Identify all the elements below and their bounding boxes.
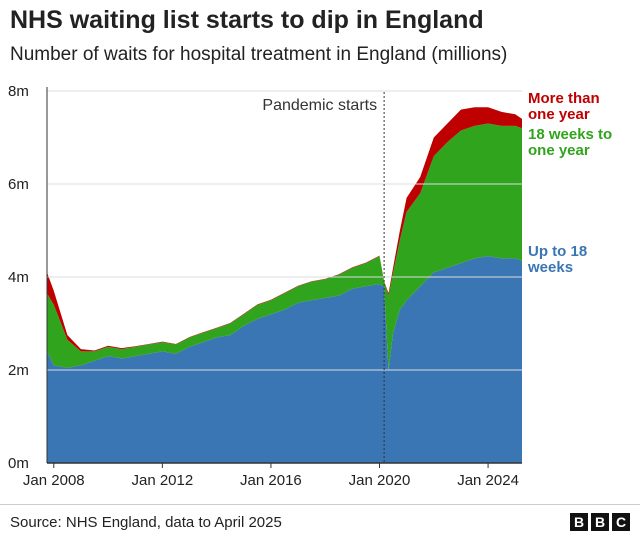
y-tick-label: 0m: [8, 455, 29, 472]
x-tick-label: Jan 2008: [23, 472, 85, 489]
bbc-logo-letter: B: [591, 513, 609, 531]
x-tick-label: Jan 2024: [457, 472, 519, 489]
y-tick-label: 2m: [8, 362, 29, 379]
area-series: [47, 256, 522, 463]
bbc-logo-letter: C: [612, 513, 630, 531]
pandemic-annotation: Pandemic starts: [262, 97, 377, 114]
y-tick-label: 4m: [8, 269, 29, 286]
x-tick-label: Jan 2020: [349, 472, 411, 489]
footer-divider: [0, 504, 640, 505]
area-series: [47, 123, 522, 370]
series-label: weeks: [527, 259, 573, 276]
x-tick-label: Jan 2016: [240, 472, 302, 489]
chart-title: NHS waiting list starts to dip in Englan…: [10, 6, 484, 34]
series-label: More than: [528, 90, 600, 107]
chart: 0m 2m 4m 6m 8m Jan 2008 Jan 2012 Jan 2016 Jan 20…: [8, 83, 612, 489]
bbc-logo-letter: B: [570, 513, 588, 531]
series-label: one year: [528, 142, 590, 159]
series-label: 18 weeks to: [528, 126, 612, 143]
axes-layer: 0m 2m 4m 6m 8m Jan 2008 Jan 2012 Jan 2016 Jan 20…: [8, 83, 522, 489]
x-tick-label: Jan 2012: [131, 472, 193, 489]
y-tick-label: 6m: [8, 176, 29, 193]
bbc-logo: B B C: [570, 513, 630, 531]
series-label: Up to 18: [528, 243, 587, 260]
series-label: one year: [528, 106, 590, 123]
y-tick-label: 8m: [8, 83, 29, 100]
chart-subtitle: Number of waits for hospital treatment i…: [10, 44, 508, 65]
source-note: Source: NHS England, data to April 2025: [10, 514, 282, 531]
area-layer: [47, 107, 522, 463]
